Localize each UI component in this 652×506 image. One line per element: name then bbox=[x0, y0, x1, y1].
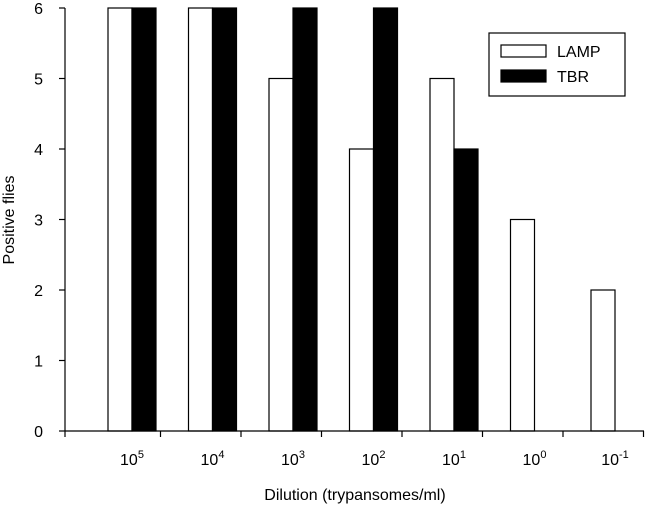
legend-label-tbr: TBR bbox=[557, 69, 589, 86]
x-tick-label-base: 10 bbox=[362, 452, 380, 469]
x-axis-title: Dilution (trypansomes/ml) bbox=[264, 487, 445, 504]
x-axis-ticks: 105 104 103 102 101 100 10-1 bbox=[64, 431, 645, 469]
y-axis-title: Positive flies bbox=[1, 176, 18, 265]
y-tick-label-2: 2 bbox=[34, 283, 43, 300]
bars-group bbox=[107, 7, 616, 432]
bar-tbr-3 bbox=[372, 7, 399, 432]
bar-tbr-4 bbox=[453, 148, 479, 432]
bar-lamp-5 bbox=[509, 218, 536, 432]
y-tick-label-3: 3 bbox=[34, 213, 43, 230]
bar-lamp-2 bbox=[268, 77, 294, 432]
y-tick-label-4: 4 bbox=[34, 142, 43, 159]
x-tick-label-exponent: 4 bbox=[218, 449, 224, 461]
legend-label-lamp: LAMP bbox=[557, 44, 601, 61]
y-tick-label-5: 5 bbox=[34, 72, 43, 89]
bar-tbr-1 bbox=[211, 7, 238, 432]
legend: LAMP TBR bbox=[488, 32, 626, 97]
y-tick-label-0: 0 bbox=[34, 424, 43, 441]
bar-lamp-6 bbox=[590, 289, 616, 432]
bar-tbr-0 bbox=[131, 7, 157, 432]
x-tick-label-5: 100 bbox=[523, 449, 547, 469]
x-tick-label-exponent: 1 bbox=[460, 449, 466, 461]
x-tick-label-exponent: 5 bbox=[138, 449, 144, 461]
x-tick-label-base: 10 bbox=[442, 452, 460, 469]
x-tick-label-base: 10 bbox=[281, 452, 299, 469]
x-tick-label-exponent: 0 bbox=[540, 449, 546, 461]
bar-lamp-0 bbox=[107, 7, 133, 432]
bar-tbr-2 bbox=[292, 7, 318, 432]
x-tick-label-exponent: -1 bbox=[619, 449, 629, 461]
legend-swatch-tbr bbox=[500, 69, 547, 83]
bar-lamp-4 bbox=[429, 77, 455, 432]
x-tick-label-1: 104 bbox=[201, 449, 225, 469]
x-tick-label-exponent: 2 bbox=[379, 449, 385, 461]
y-tick-label-1: 1 bbox=[34, 354, 43, 371]
bar-lamp-1 bbox=[187, 7, 214, 432]
x-tick-label-base: 10 bbox=[201, 452, 219, 469]
x-tick-label-base: 10 bbox=[601, 452, 619, 469]
x-tick-label-0: 105 bbox=[120, 449, 144, 469]
x-tick-label-4: 101 bbox=[442, 449, 466, 469]
x-tick-label-base: 10 bbox=[523, 452, 541, 469]
legend-frame bbox=[488, 32, 626, 97]
legend-swatch-lamp bbox=[500, 44, 547, 58]
y-axis-ticks: 0 1 2 3 4 5 6 bbox=[34, 1, 65, 441]
x-tick-label-base: 10 bbox=[120, 452, 138, 469]
x-tick-label-3: 102 bbox=[362, 449, 386, 469]
bar-lamp-3 bbox=[348, 148, 375, 432]
x-tick-label-6: 10-1 bbox=[601, 449, 629, 469]
x-tick-label-exponent: 3 bbox=[299, 449, 305, 461]
x-tick-label-2: 103 bbox=[281, 449, 305, 469]
y-tick-label-6: 6 bbox=[34, 1, 43, 18]
